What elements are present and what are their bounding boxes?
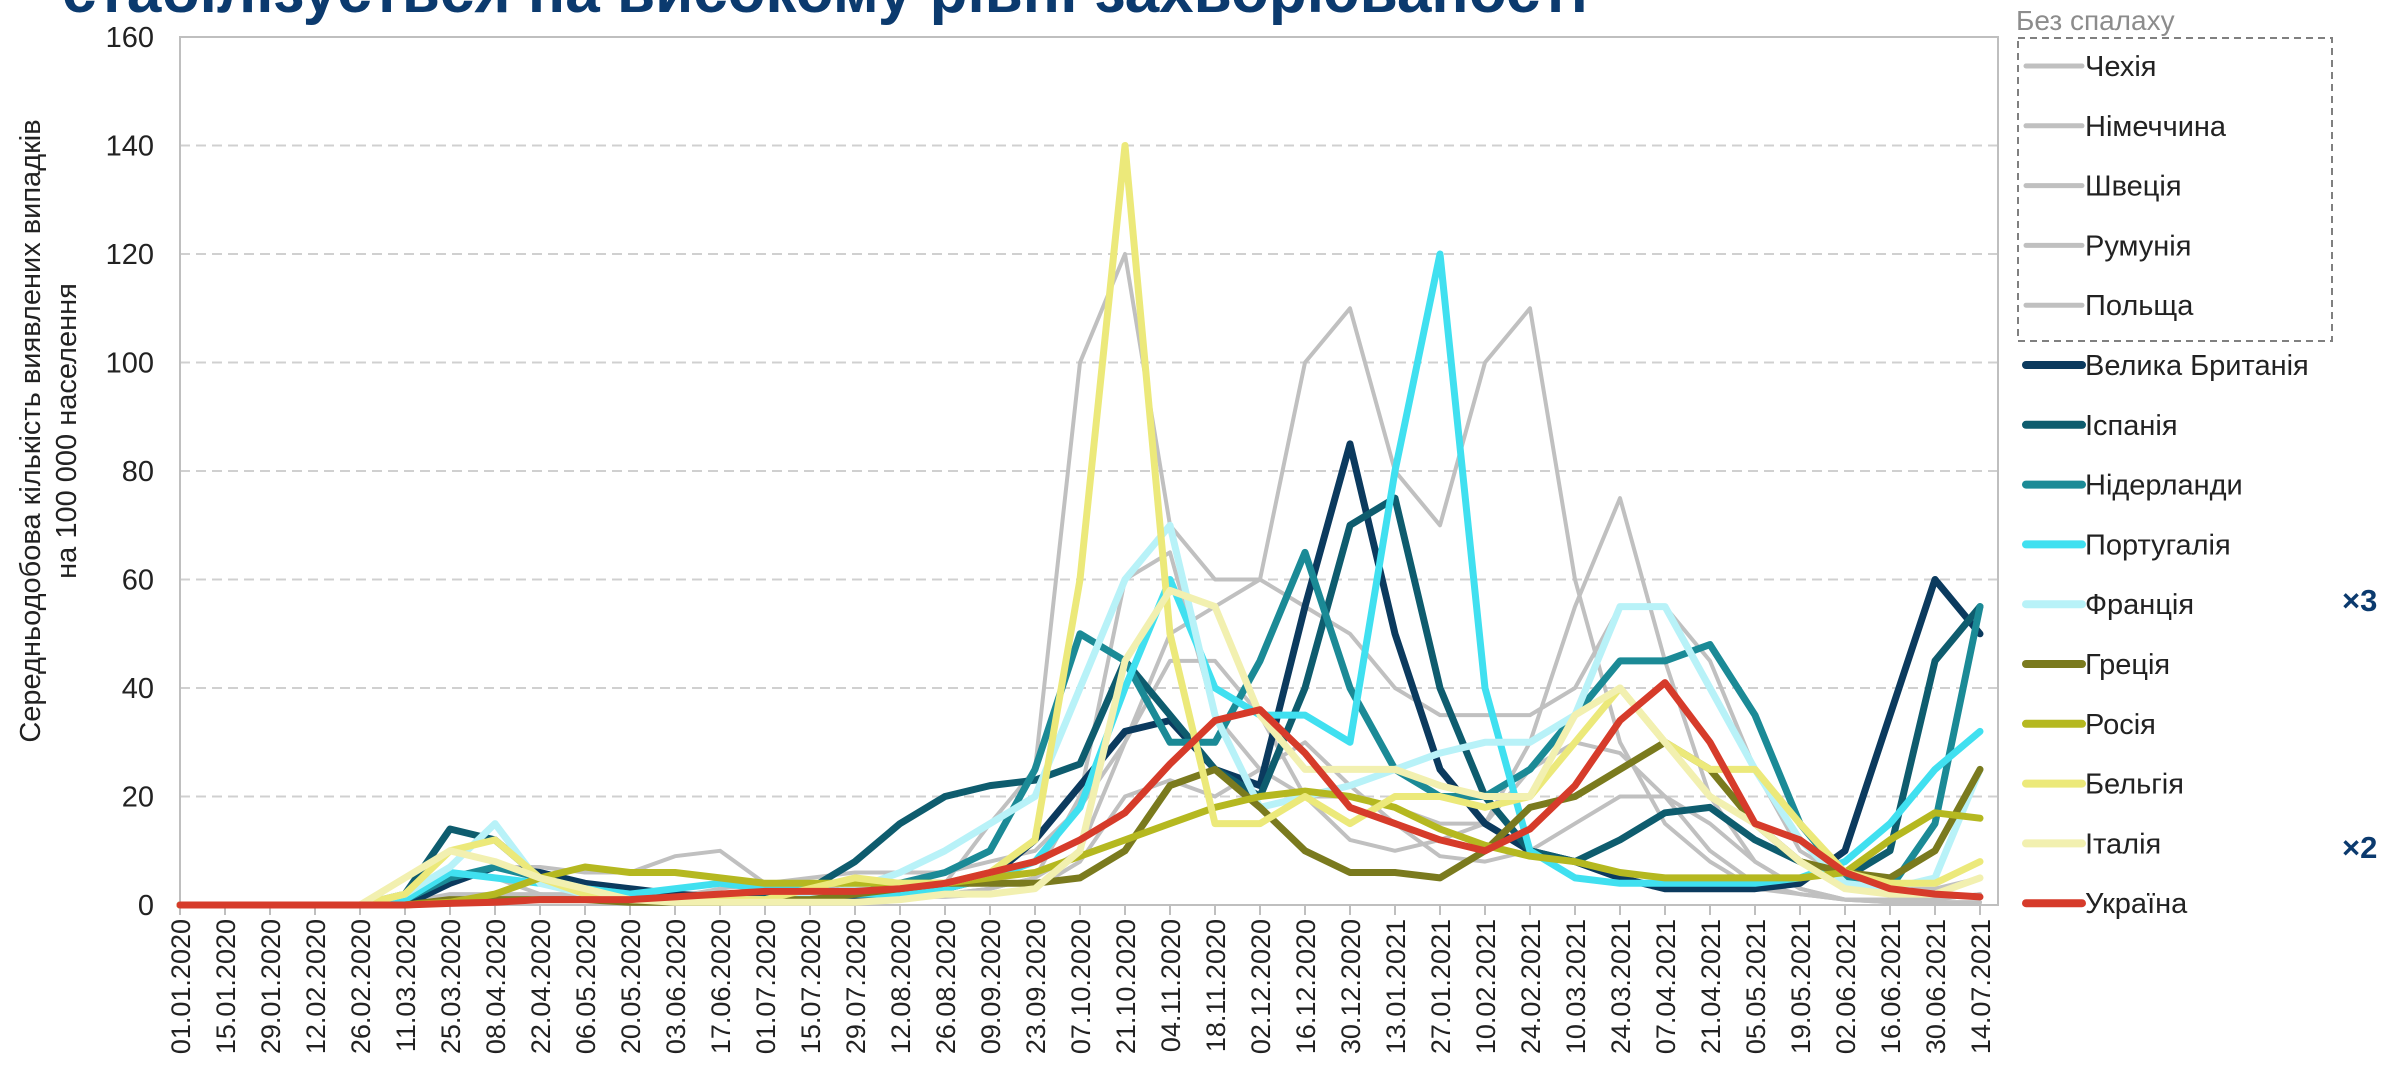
x-tick-label: 16.12.2020 bbox=[1291, 919, 1321, 1054]
x-tick-label: 04.11.2020 bbox=[1156, 919, 1186, 1052]
series-line bbox=[176, 521, 1984, 909]
x-tick-label: 10.02.2021 bbox=[1471, 919, 1501, 1054]
x-tick-label: 16.06.2021 bbox=[1876, 919, 1906, 1054]
x-tick-label: 30.12.2020 bbox=[1336, 919, 1366, 1054]
legend-label: Греція bbox=[2085, 649, 2170, 681]
legend-label: Німеччина bbox=[2085, 111, 2227, 143]
legend-label: Нідерланди bbox=[2085, 470, 2243, 502]
y-tick-label: 120 bbox=[106, 239, 154, 271]
annotation: ×3 bbox=[2342, 583, 2377, 618]
y-axis-label: на 100 000 населення bbox=[51, 283, 83, 579]
x-tick-label: 26.02.2020 bbox=[346, 919, 376, 1054]
x-tick-label: 01.07.2020 bbox=[751, 919, 781, 1054]
x-tick-label: 21.04.2021 bbox=[1696, 919, 1726, 1054]
legend-label: Швеція bbox=[2085, 171, 2182, 203]
x-tick-label: 30.06.2021 bbox=[1921, 919, 1951, 1054]
x-tick-label: 03.06.2020 bbox=[661, 919, 691, 1054]
x-tick-label: 09.09.2020 bbox=[976, 919, 1006, 1054]
chart-title: стабілізується на високому рівні захворю… bbox=[62, 0, 1588, 26]
annotation: ×2 bbox=[2342, 830, 2377, 865]
legend-label: Італія bbox=[2085, 828, 2161, 860]
x-tick-label: 08.04.2020 bbox=[481, 919, 511, 1054]
x-tick-label: 10.03.2021 bbox=[1561, 919, 1591, 1054]
y-tick-label: 160 bbox=[106, 22, 154, 54]
x-tick-label: 29.07.2020 bbox=[841, 919, 871, 1054]
x-tick-label: 15.01.2020 bbox=[211, 919, 241, 1054]
x-tick-label: 18.11.2020 bbox=[1201, 919, 1231, 1052]
series-line bbox=[176, 787, 1984, 909]
legend-group-box bbox=[2017, 37, 2333, 342]
x-tick-label: 14.07.2021 bbox=[1966, 919, 1996, 1054]
legend-label: Бельгія bbox=[2085, 769, 2184, 801]
x-tick-label: 06.05.2020 bbox=[571, 919, 601, 1054]
x-tick-label: 17.06.2020 bbox=[706, 919, 736, 1054]
x-tick-label: 12.02.2020 bbox=[301, 919, 331, 1054]
x-tick-label: 24.03.2021 bbox=[1606, 919, 1636, 1054]
x-tick-label: 13.01.2021 bbox=[1381, 919, 1411, 1054]
y-tick-label: 60 bbox=[122, 565, 154, 597]
x-tick-label: 19.05.2021 bbox=[1786, 919, 1816, 1054]
x-tick-label: 02.12.2020 bbox=[1246, 919, 1276, 1054]
x-tick-label: 01.01.2020 bbox=[166, 919, 196, 1054]
y-tick-label: 40 bbox=[122, 673, 154, 705]
series-line bbox=[176, 548, 1984, 909]
y-tick-label: 100 bbox=[106, 348, 154, 380]
series-line bbox=[176, 142, 1984, 909]
legend-label: Польща bbox=[2085, 290, 2194, 322]
legend-label: Франція bbox=[2085, 589, 2194, 621]
series-line bbox=[176, 250, 1984, 909]
x-tick-label: 27.01.2021 bbox=[1426, 919, 1456, 1054]
x-tick-label: 02.06.2021 bbox=[1831, 919, 1861, 1054]
y-tick-label: 0 bbox=[138, 890, 154, 922]
x-tick-label: 12.08.2020 bbox=[886, 919, 916, 1054]
x-tick-label: 07.10.2020 bbox=[1066, 919, 1096, 1054]
legend-title: Без спалаху bbox=[2016, 5, 2175, 36]
y-tick-label: 20 bbox=[122, 782, 154, 814]
x-tick-label: 24.02.2021 bbox=[1516, 919, 1546, 1054]
x-tick-label: 25.03.2020 bbox=[436, 919, 466, 1054]
x-tick-label: 20.05.2020 bbox=[616, 919, 646, 1054]
x-tick-label: 11.03.2020 bbox=[391, 919, 421, 1052]
y-tick-label: 80 bbox=[122, 456, 154, 488]
legend-label: Росія bbox=[2085, 709, 2156, 741]
y-axis-label: Середньодобова кількість виявлених випад… bbox=[15, 119, 47, 742]
x-tick-label: 15.07.2020 bbox=[796, 919, 826, 1054]
series-line bbox=[176, 679, 1984, 909]
x-tick-label: 29.01.2020 bbox=[256, 919, 286, 1054]
legend-label: Україна bbox=[2085, 888, 2188, 920]
legend-label: Румунія bbox=[2085, 230, 2191, 262]
x-tick-label: 07.04.2021 bbox=[1651, 919, 1681, 1054]
legend-label: Португалія bbox=[2085, 529, 2231, 561]
series-line bbox=[176, 586, 1984, 909]
x-tick-label: 21.10.2020 bbox=[1111, 919, 1141, 1054]
x-tick-label: 05.05.2021 bbox=[1741, 919, 1771, 1054]
legend-label: Велика Британія bbox=[2085, 350, 2309, 382]
legend-label: Іспанія bbox=[2085, 410, 2178, 442]
x-tick-label: 23.09.2020 bbox=[1021, 919, 1051, 1054]
x-tick-label: 26.08.2020 bbox=[931, 919, 961, 1054]
legend-label: Чехія bbox=[2085, 51, 2156, 83]
plot-frame bbox=[179, 36, 1999, 906]
y-tick-label: 140 bbox=[106, 131, 154, 163]
x-tick-label: 22.04.2020 bbox=[526, 919, 556, 1054]
